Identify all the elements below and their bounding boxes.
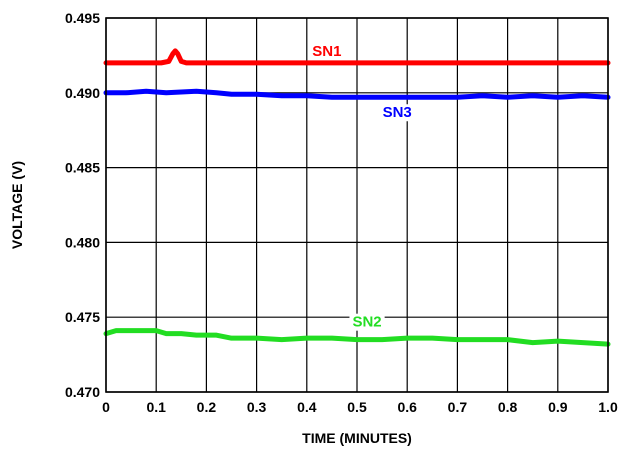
x-tick-label: 0.2 [197, 399, 217, 415]
series-label-sn1: SN1 [312, 43, 341, 60]
series-label-sn3: SN3 [383, 104, 412, 121]
series-line-sn2 [103, 328, 611, 347]
x-tick-labels: 0 0.1 0.2 0.3 0.4 0.5 0.6 0.7 0.8 0.9 1.0 [102, 399, 618, 415]
series-label-sn2: SN2 [352, 314, 381, 331]
x-tick-label: 1.0 [598, 399, 618, 415]
x-tick-label: 0.7 [448, 399, 468, 415]
series-label-bg [309, 42, 345, 60]
y-tick-label: 0.480 [65, 234, 100, 250]
x-tick-label: 0.4 [297, 399, 317, 415]
y-tick-label: 0.495 [65, 10, 100, 26]
x-tick-label: 0 [102, 399, 110, 415]
x-tick-label: 0.6 [397, 399, 417, 415]
y-axis-label: VOLTAGE (V) [9, 161, 25, 249]
series-label-bg [349, 313, 385, 331]
series-line-sn1 [103, 48, 611, 66]
series-label-bg [379, 104, 415, 122]
x-axis-label: TIME (MINUTES) [302, 430, 412, 446]
x-tick-label: 0.5 [347, 399, 367, 415]
y-tick-label: 0.485 [65, 160, 100, 176]
series-lines [103, 48, 611, 347]
series-labels: SN1 SN3 SN2 [309, 42, 415, 331]
series-line-sn3 [103, 88, 611, 100]
y-tick-labels: 0.470 0.475 0.480 0.485 0.490 0.495 [65, 10, 100, 400]
x-tick-label: 0.3 [247, 399, 267, 415]
plot-frame [105, 17, 609, 393]
x-tick-label: 0.9 [548, 399, 568, 415]
x-tick-label: 0.8 [498, 399, 518, 415]
x-tick-label: 0.1 [146, 399, 166, 415]
y-tick-label: 0.490 [65, 85, 100, 101]
y-tick-label: 0.475 [65, 309, 100, 325]
y-tick-label: 0.470 [65, 384, 100, 400]
